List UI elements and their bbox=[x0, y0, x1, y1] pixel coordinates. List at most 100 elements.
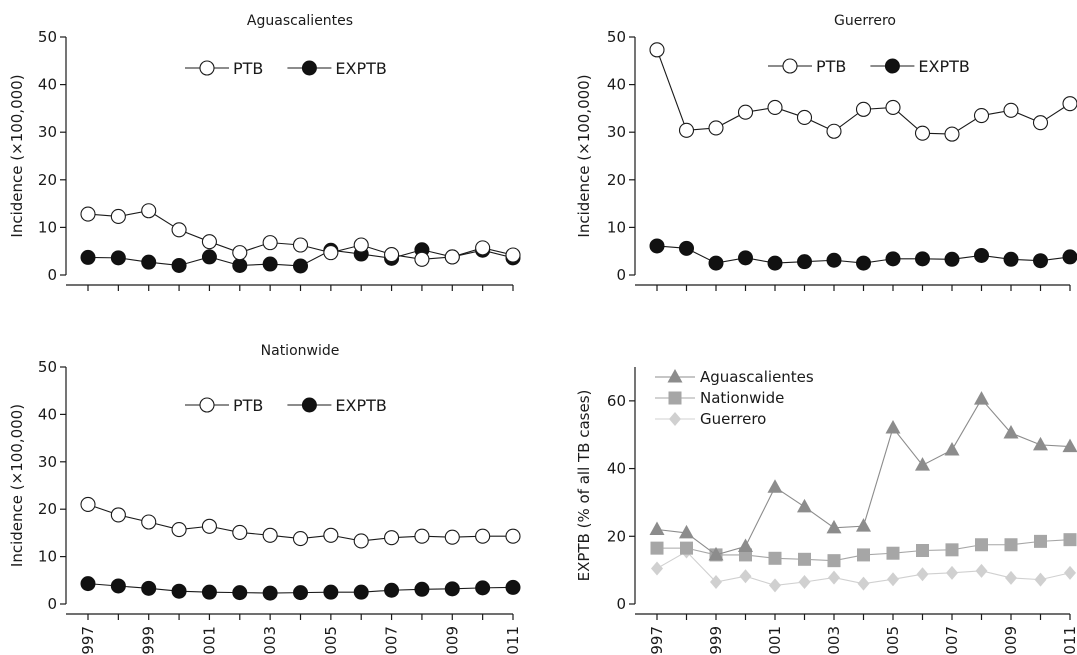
data-point bbox=[857, 548, 870, 562]
data-point bbox=[1005, 570, 1017, 585]
data-point bbox=[1003, 251, 1019, 267]
data-point bbox=[323, 584, 339, 600]
data-point bbox=[944, 441, 960, 456]
chart-panel-2: Guerrero 0 10 20 30 40 50 Incidence (×100,000) P… bbox=[575, 13, 1077, 291]
data-point bbox=[353, 584, 369, 600]
data-point bbox=[353, 533, 369, 549]
y-tick-label: 30 bbox=[38, 123, 57, 141]
data-point bbox=[649, 42, 665, 58]
data-point bbox=[201, 249, 217, 265]
legend-marker bbox=[782, 58, 798, 74]
data-point bbox=[80, 576, 96, 592]
data-point bbox=[110, 578, 126, 594]
legend-label: PTB bbox=[816, 57, 846, 76]
data-point bbox=[475, 528, 491, 544]
series-ptb bbox=[80, 203, 521, 267]
data-point bbox=[1034, 534, 1047, 548]
data-point bbox=[262, 235, 278, 251]
x-tick-label: 2011 bbox=[1061, 626, 1077, 655]
x-tick-label: 2007 bbox=[943, 626, 961, 655]
data-point bbox=[292, 237, 309, 253]
data-point bbox=[1003, 102, 1019, 118]
data-point bbox=[826, 252, 842, 268]
data-point bbox=[505, 247, 521, 263]
data-point bbox=[141, 514, 157, 530]
data-point bbox=[262, 585, 278, 601]
data-point bbox=[975, 563, 988, 578]
series-exptb bbox=[649, 238, 1077, 271]
data-point bbox=[651, 561, 663, 576]
x-tick-label: 1999 bbox=[140, 626, 158, 655]
data-point bbox=[798, 574, 811, 589]
data-point bbox=[826, 519, 842, 534]
x-tick-label: 2001 bbox=[766, 626, 784, 655]
data-point bbox=[1032, 115, 1049, 131]
data-point bbox=[293, 258, 308, 274]
legend-label: Aguascalientes bbox=[700, 368, 814, 386]
data-point bbox=[827, 554, 841, 568]
data-point bbox=[1034, 572, 1047, 587]
data-point bbox=[384, 246, 400, 263]
data-point bbox=[767, 99, 783, 115]
chart-title: Guerrero bbox=[834, 13, 896, 29]
legend-marker bbox=[301, 60, 317, 76]
y-axis-label: EXPTB (% of all TB cases) bbox=[575, 390, 593, 582]
legend-item-exptb: EXPTB bbox=[287, 59, 387, 78]
data-point bbox=[649, 238, 665, 254]
y-tick-label: 50 bbox=[38, 358, 57, 376]
data-point bbox=[944, 251, 960, 267]
data-point bbox=[1033, 436, 1048, 451]
data-point bbox=[110, 208, 126, 225]
legend-item-exptb: EXPTB bbox=[870, 57, 970, 76]
legend-marker bbox=[884, 58, 900, 74]
data-point bbox=[885, 251, 901, 267]
legend-item-nationwide: Nationwide bbox=[655, 389, 784, 407]
legend-marker bbox=[301, 397, 317, 413]
y-tick-label: 0 bbox=[47, 266, 57, 284]
legend-item-guerrero: Guerrero bbox=[655, 410, 766, 428]
data-point bbox=[946, 565, 958, 580]
data-point bbox=[767, 479, 783, 493]
data-point bbox=[1033, 253, 1048, 269]
y-tick-label: 30 bbox=[38, 453, 57, 471]
data-point bbox=[110, 507, 126, 523]
data-point bbox=[798, 552, 811, 566]
data-point bbox=[141, 203, 157, 219]
legend: PTB EXPTB bbox=[185, 59, 387, 78]
x-tick-label: 2003 bbox=[261, 626, 279, 655]
legend-label: EXPTB bbox=[918, 57, 969, 76]
data-point bbox=[232, 245, 248, 261]
x-tick-label: 1997 bbox=[648, 626, 666, 655]
data-point bbox=[974, 247, 989, 263]
series-ptb bbox=[80, 496, 521, 549]
data-point bbox=[1064, 565, 1076, 580]
data-point bbox=[414, 528, 430, 544]
legend-label: EXPTB bbox=[335, 396, 386, 415]
data-point bbox=[945, 543, 959, 557]
x-tick-label: 2005 bbox=[322, 626, 340, 655]
y-tick-label: 20 bbox=[607, 171, 626, 189]
data-point bbox=[384, 582, 400, 598]
data-point bbox=[886, 546, 900, 560]
y-tick-label: 20 bbox=[38, 500, 57, 518]
series-guerrero bbox=[651, 544, 1076, 593]
data-point bbox=[80, 206, 96, 222]
data-point bbox=[828, 570, 840, 585]
data-point bbox=[650, 541, 664, 555]
data-point bbox=[505, 528, 521, 544]
x-tick-label: 2011 bbox=[504, 626, 522, 655]
y-tick-label: 60 bbox=[607, 392, 626, 410]
data-point bbox=[708, 120, 724, 136]
x-tick-label: 2005 bbox=[884, 626, 902, 655]
data-point bbox=[444, 581, 460, 597]
data-point bbox=[739, 569, 752, 584]
y-tick-label: 40 bbox=[38, 76, 57, 94]
data-point bbox=[679, 524, 694, 539]
legend-marker bbox=[667, 369, 683, 383]
legend-marker bbox=[199, 397, 215, 413]
data-point bbox=[826, 123, 842, 139]
y-tick-label: 50 bbox=[607, 28, 626, 46]
legend: PTB EXPTB bbox=[768, 57, 970, 76]
data-point bbox=[708, 255, 724, 271]
y-tick-label: 40 bbox=[607, 76, 626, 94]
